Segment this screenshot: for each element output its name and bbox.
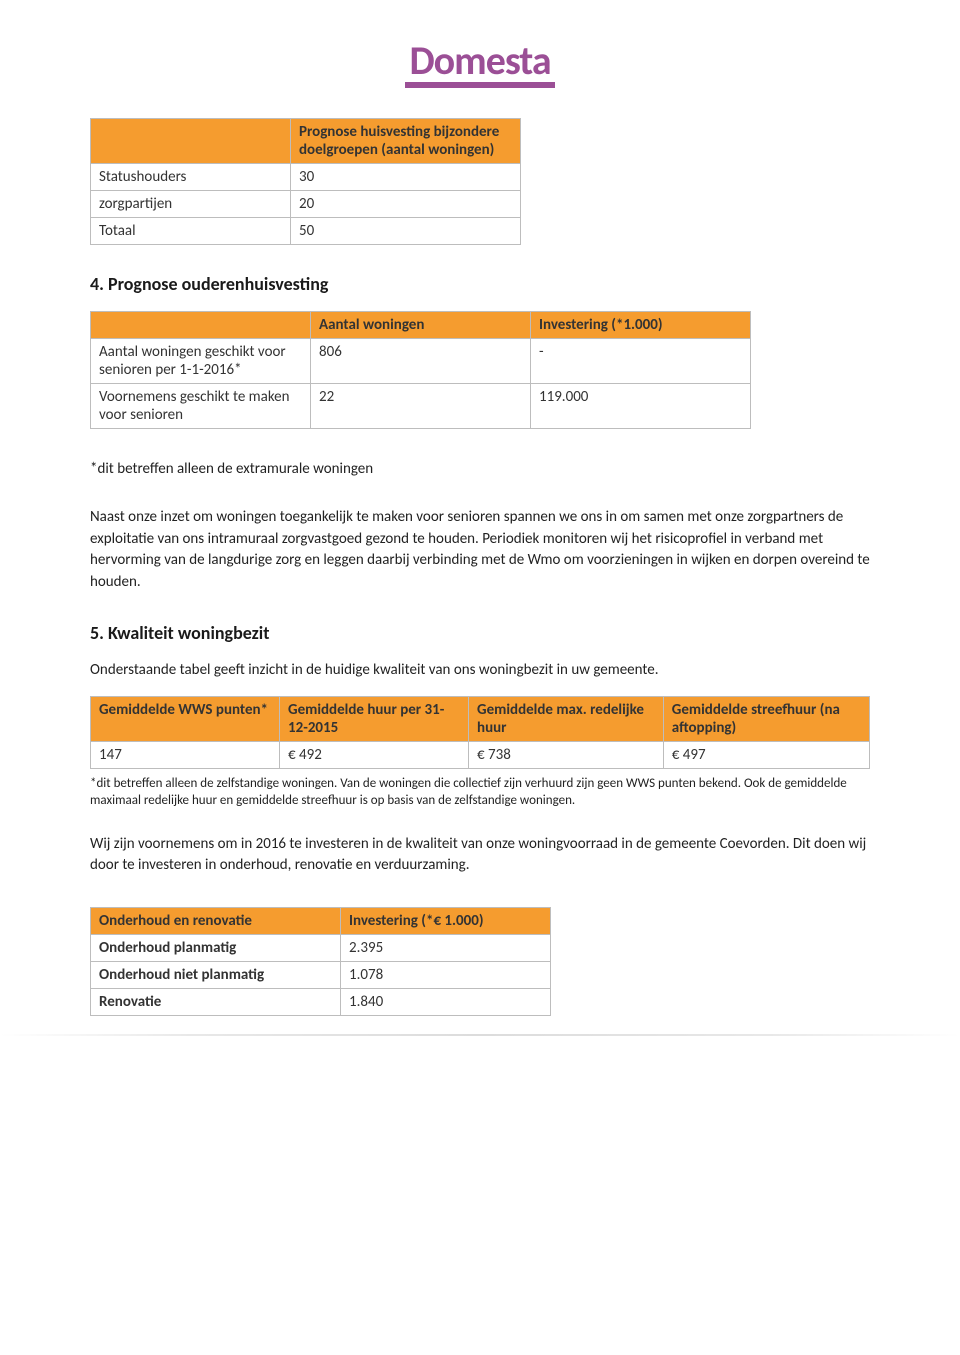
table-row: Onderhoud planmatig2.395 (91, 935, 551, 962)
table-row: zorgpartijen20 (91, 191, 521, 218)
table-header-row: Aantal woningenInvestering (*1.000) (91, 312, 751, 339)
table-row: Statushouders30 (91, 164, 521, 191)
table-cell: Renovatie (91, 989, 341, 1016)
table-cell: Aantal woningen geschikt voor senioren p… (91, 339, 311, 384)
table-cell: 2.395 (341, 935, 551, 962)
table-row: Renovatie1.840 (91, 989, 551, 1016)
table-cell: - (531, 339, 751, 384)
table-cell: 1.078 (341, 962, 551, 989)
table-header-cell: Investering (*€ 1.000) (341, 908, 551, 935)
table-header-row: Gemiddelde WWS punten*Gemiddelde huur pe… (91, 696, 870, 741)
paragraph-senioren: Naast onze inzet om woningen toegankelij… (90, 507, 870, 594)
table-cell: € 738 (469, 741, 664, 768)
paragraph-investeren: Wij zijn voornemens om in 2016 te invest… (90, 834, 870, 878)
table-onderhoud: Onderhoud en renovatieInvestering (*€ 1.… (90, 907, 551, 1016)
table-row: Totaal50 (91, 218, 521, 245)
table-cell: 1.840 (341, 989, 551, 1016)
paper-crease (0, 1034, 960, 1036)
table-cell: Voornemens geschikt te maken voor senior… (91, 384, 311, 429)
table-cell: Onderhoud niet planmatig (91, 962, 341, 989)
table-cell: Onderhoud planmatig (91, 935, 341, 962)
table-cell: 22 (311, 384, 531, 429)
document-page: Domesta Prognose huisvesting bijzondere … (0, 0, 960, 1076)
table-prognose-doelgroepen: Prognose huisvesting bijzondere doelgroe… (90, 118, 521, 245)
table-header-row: Prognose huisvesting bijzondere doelgroe… (91, 119, 521, 164)
table-header-cell: Aantal woningen (311, 312, 531, 339)
paragraph-kwaliteit-intro: Onderstaande tabel geeft inzicht in de h… (90, 660, 870, 682)
table-header-cell: Gemiddelde streefhuur (na aftopping) (663, 696, 869, 741)
table-header-cell: Investering (*1.000) (531, 312, 751, 339)
logo-container: Domesta (90, 40, 870, 88)
heading-section-5: 5. Kwaliteit woningbezit (90, 622, 870, 644)
table-cell: 147 (91, 741, 280, 768)
table-row: Voornemens geschikt te maken voor senior… (91, 384, 751, 429)
table-cell: € 492 (280, 741, 469, 768)
footnote-extramurale: *dit betreffen alleen de extramurale won… (90, 459, 870, 481)
table-ouderenhuisvesting: Aantal woningenInvestering (*1.000)Aanta… (90, 311, 751, 429)
table-header-cell: Gemiddelde max. redelijke huur (469, 696, 664, 741)
table-row: 147€ 492€ 738€ 497 (91, 741, 870, 768)
heading-section-4: 4. Prognose ouderenhuisvesting (90, 273, 870, 295)
table-header-cell: Prognose huisvesting bijzondere doelgroe… (291, 119, 521, 164)
table-header-cell: Gemiddelde huur per 31-12-2015 (280, 696, 469, 741)
table-header-row: Onderhoud en renovatieInvestering (*€ 1.… (91, 908, 551, 935)
table-cell: 20 (291, 191, 521, 218)
table-header-cell (91, 119, 291, 164)
table-cell: zorgpartijen (91, 191, 291, 218)
table-cell: 806 (311, 339, 531, 384)
table-row: Onderhoud niet planmatig1.078 (91, 962, 551, 989)
table-cell: Totaal (91, 218, 291, 245)
table-header-cell (91, 312, 311, 339)
table-cell: 50 (291, 218, 521, 245)
table-header-cell: Onderhoud en renovatie (91, 908, 341, 935)
table-kwaliteit: Gemiddelde WWS punten*Gemiddelde huur pe… (90, 696, 870, 769)
table-header-cell: Gemiddelde WWS punten* (91, 696, 280, 741)
table-cell: 119.000 (531, 384, 751, 429)
table-cell: € 497 (663, 741, 869, 768)
table-cell: 30 (291, 164, 521, 191)
footnote-zelfstandige: *dit betreffen alleen de zelfstandige wo… (90, 775, 870, 810)
table-cell: Statushouders (91, 164, 291, 191)
logo-text: Domesta (405, 40, 554, 88)
table-row: Aantal woningen geschikt voor senioren p… (91, 339, 751, 384)
